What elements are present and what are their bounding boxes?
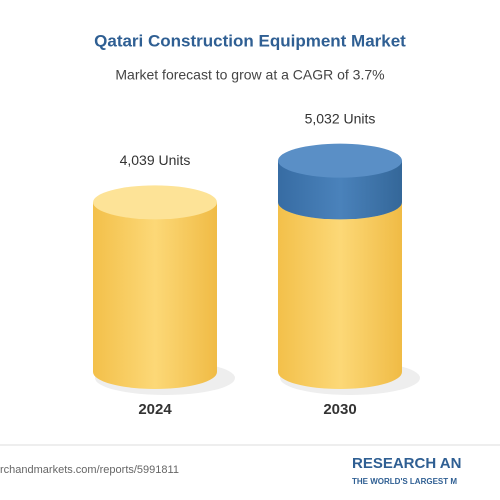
value-label: 4,039 Units bbox=[120, 152, 191, 168]
bar bbox=[278, 202, 402, 389]
source: rchandmarkets.com/reports/5991811 bbox=[0, 464, 179, 476]
chart-title: Qatari Construction Equipment Market bbox=[94, 31, 406, 50]
x-tick-label: 2024 bbox=[138, 401, 172, 418]
growth-segment-top bbox=[278, 143, 402, 178]
bar bbox=[93, 202, 217, 389]
logo: RESEARCH AN bbox=[352, 455, 461, 472]
x-tick-label: 2030 bbox=[323, 401, 356, 418]
bar-top bbox=[93, 185, 217, 220]
value-label: 5,032 Units bbox=[305, 110, 376, 126]
chart-subtitle: Market forecast to grow at a CAGR of 3.7… bbox=[115, 67, 384, 83]
logo-tagline: THE WORLD'S LARGEST M bbox=[352, 477, 457, 486]
